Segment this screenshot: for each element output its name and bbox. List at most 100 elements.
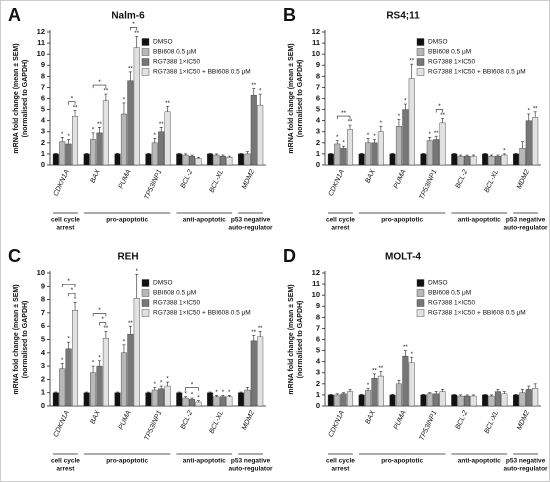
bar	[127, 80, 134, 166]
y-tick-label: 2	[41, 374, 45, 383]
legend-label: DMSO	[153, 39, 173, 46]
bracket-label: *	[67, 278, 70, 285]
bar	[257, 336, 264, 407]
significance: *	[197, 395, 200, 401]
bracket-label: *	[191, 381, 194, 388]
significance: *	[160, 381, 163, 387]
group-label: cell cycle	[326, 458, 355, 465]
bar	[133, 298, 140, 407]
bar	[219, 155, 226, 166]
bracket	[92, 313, 107, 317]
legend-label: DMSO	[428, 280, 448, 287]
bracket-label: **	[341, 110, 347, 117]
y-tick-label: 11	[312, 38, 320, 47]
bar	[482, 394, 489, 407]
legend-label: BBI608 0.5 μM	[153, 290, 196, 297]
y-tick-label: 10	[312, 49, 320, 58]
y-tick-label: 11	[37, 38, 45, 47]
y-axis-label: mRNA fold change (mean ± SEM)	[13, 43, 20, 153]
bar	[488, 155, 495, 166]
bar	[90, 139, 97, 166]
bracket	[130, 27, 138, 31]
chart-title: Nalm-6	[111, 11, 145, 22]
bar	[494, 391, 501, 407]
bar	[340, 148, 347, 166]
bar	[164, 385, 171, 407]
bar	[512, 153, 519, 166]
bar	[176, 153, 183, 166]
significance: *	[154, 133, 157, 139]
bar	[439, 391, 446, 407]
bar	[213, 154, 220, 166]
legend-label: RG7388 1×IC50 + BBI608 0.5 μM	[428, 69, 526, 76]
panel: D MOLT-4 mRNA fold change (mean ± SEM) (nor…	[283, 246, 548, 473]
y-tick-label: 6	[316, 93, 320, 102]
y-tick-label: 7	[41, 82, 45, 91]
y-tick-label: 8	[316, 71, 320, 80]
legend-label: RG7388 1×IC50 + BBI608 0.5 μM	[153, 69, 251, 76]
legend-swatch	[416, 309, 425, 317]
y-tick-label: 3	[41, 127, 45, 136]
legend-label: DMSO	[153, 280, 173, 287]
bar	[65, 348, 72, 407]
y-tick-label: 4	[316, 116, 321, 125]
bar	[501, 393, 508, 407]
legend-swatch	[416, 58, 425, 66]
bracket-label: *	[98, 79, 101, 86]
bar	[207, 392, 214, 407]
y-tick-label: 4	[41, 116, 46, 125]
bar	[83, 153, 90, 166]
significance: *	[342, 141, 345, 147]
bar	[464, 395, 471, 407]
bar	[83, 392, 90, 407]
bar	[120, 352, 127, 407]
y-tick-label: 12	[312, 27, 320, 36]
y-tick-label: 3	[316, 368, 320, 377]
bar	[408, 362, 415, 407]
y-tick-label: 9	[41, 60, 45, 69]
y-tick-label: 8	[316, 312, 320, 321]
significance: **	[134, 31, 139, 37]
bar	[226, 396, 233, 407]
significance: *	[367, 133, 370, 139]
group-label: anti-apoptotic	[183, 217, 226, 224]
panel-letter: D	[283, 246, 296, 266]
bar	[145, 153, 152, 166]
bar	[182, 397, 189, 407]
legend-swatch	[416, 279, 425, 287]
bar	[52, 392, 59, 407]
bar	[334, 143, 341, 166]
legend-swatch	[141, 299, 150, 307]
bar	[244, 153, 251, 166]
chart-title: MOLT-4	[385, 252, 421, 263]
group-label: pro-apoptotic	[106, 217, 148, 224]
group-label: anti-apoptotic	[458, 217, 501, 224]
significance: *	[411, 352, 414, 358]
significance: *	[61, 132, 64, 138]
significance: **	[104, 89, 109, 95]
legend-label: DMSO	[428, 39, 448, 46]
bar	[470, 395, 477, 407]
significance: **	[258, 326, 263, 332]
bar	[395, 126, 402, 166]
significance: *	[404, 99, 407, 105]
bar	[133, 47, 140, 166]
bar	[433, 393, 440, 407]
y-tick-label: 9	[316, 301, 320, 310]
bar	[189, 399, 196, 407]
y-tick-label: 1	[316, 149, 320, 158]
legend-swatch	[416, 38, 425, 46]
y-tick-label: 5	[41, 334, 45, 343]
group-label: arrest	[56, 225, 75, 232]
legend-swatch	[141, 38, 150, 46]
y-tick-label: 7	[41, 308, 45, 317]
significance: *	[398, 114, 401, 120]
bar	[426, 393, 433, 407]
group-label: p53 negative	[231, 458, 271, 465]
bar	[176, 392, 183, 407]
legend-label: BBI608 0.5 μM	[428, 49, 471, 56]
bar	[389, 394, 396, 407]
bar	[164, 111, 171, 166]
bar	[525, 120, 532, 166]
